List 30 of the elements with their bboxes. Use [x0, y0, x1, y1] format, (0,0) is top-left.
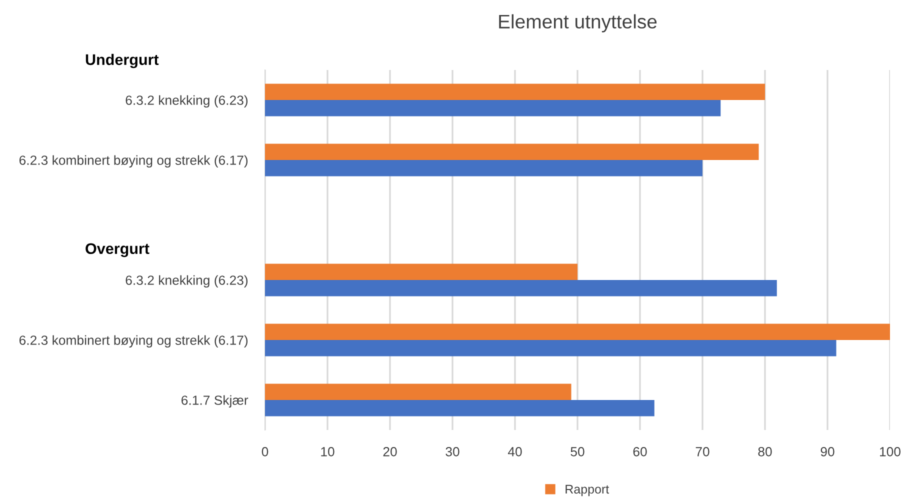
y-tick-label: 6.2.3 kombinert bøying og strekk (6.17) — [19, 155, 248, 168]
text: Undergurt — [86, 54, 159, 68]
x-tick-label: 40 — [508, 447, 522, 456]
y-tick-label: 6.3.2 knekking (6.23) — [126, 275, 248, 288]
text: Overgurt — [86, 243, 150, 258]
bar — [265, 100, 721, 116]
x-tick-label: 90 — [820, 447, 834, 456]
x-tick-label: 60 — [633, 447, 647, 456]
bar — [265, 264, 578, 280]
x-tick-label: 50 — [570, 447, 584, 456]
bar — [265, 384, 572, 400]
bar — [265, 160, 702, 176]
legend-label: Rapport — [566, 484, 610, 496]
x-tick-label: 20 — [383, 447, 397, 456]
bar — [265, 400, 654, 416]
chart-title: Element utnyttelse — [499, 14, 657, 32]
bar — [265, 84, 765, 100]
y-tick-label: 6.3.2 knekking (6.23) — [126, 95, 248, 108]
x-tick-label: 70 — [696, 447, 710, 456]
y-tick-label: 6.2.3 kombinert bøying og strekk (6.17) — [19, 335, 248, 348]
bar — [265, 144, 759, 160]
x-tick-label: 80 — [758, 447, 772, 456]
bar — [265, 324, 890, 340]
x-tick-label: 0 — [262, 447, 268, 456]
bar — [265, 280, 777, 296]
x-tick-label: 30 — [446, 447, 460, 456]
y-tick-label: 6.1.7 Skjær — [182, 395, 248, 408]
x-tick-label: 100 — [880, 447, 900, 456]
x-tick-label: 10 — [321, 447, 334, 456]
bar — [265, 340, 836, 356]
